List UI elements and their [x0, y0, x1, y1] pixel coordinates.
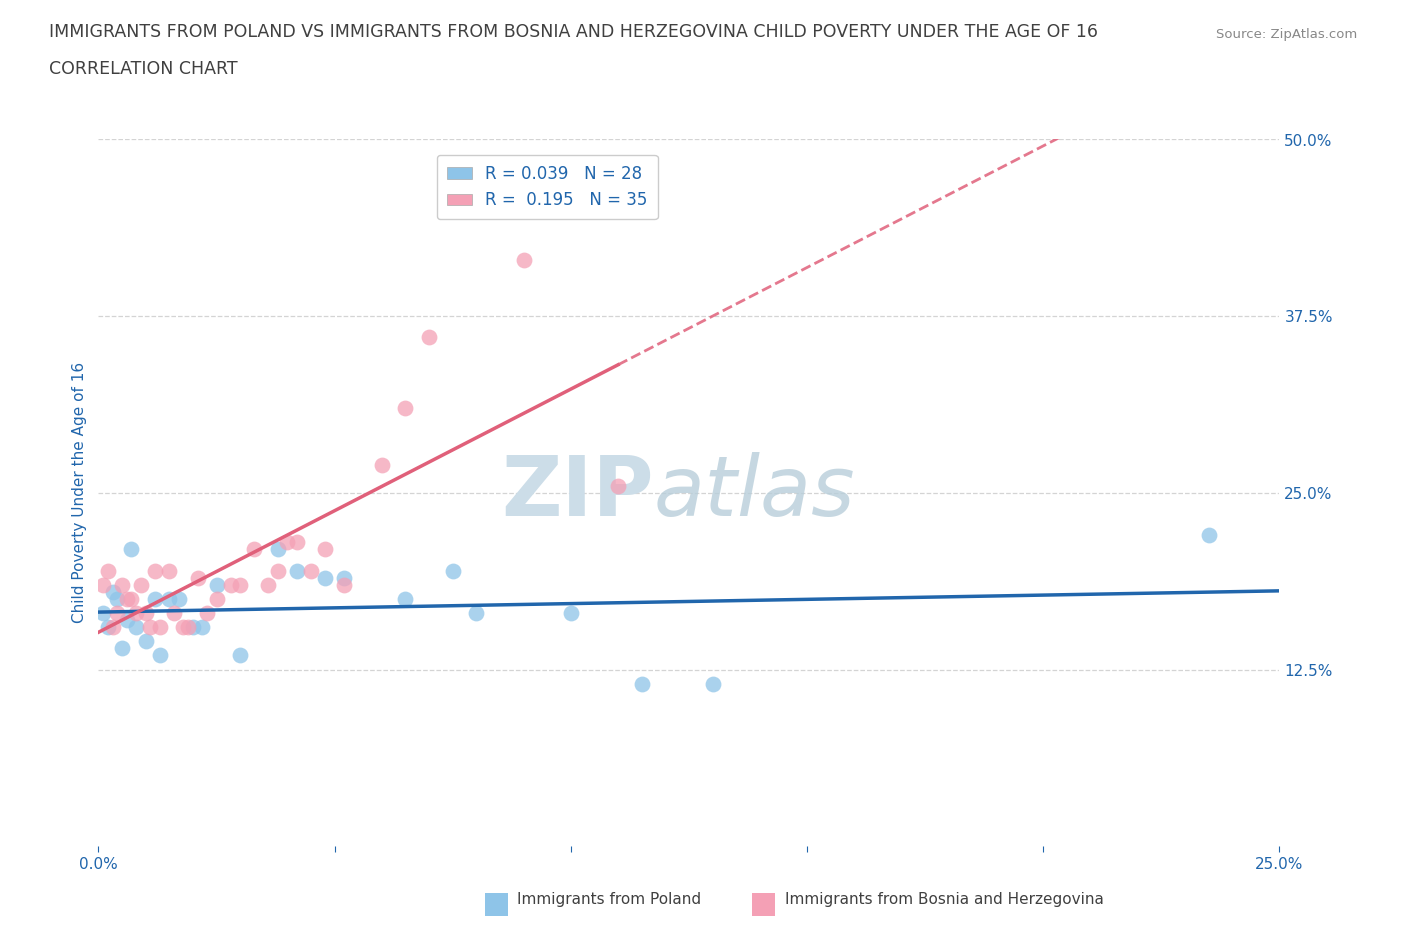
Y-axis label: Child Poverty Under the Age of 16: Child Poverty Under the Age of 16 — [72, 363, 87, 623]
Point — [229, 648, 252, 663]
Point — [125, 619, 148, 634]
Point — [163, 605, 186, 620]
Point — [115, 591, 138, 606]
Point — [229, 578, 252, 592]
Text: Source: ZipAtlas.com: Source: ZipAtlas.com — [1216, 28, 1357, 41]
Point — [1198, 528, 1220, 543]
Point — [101, 584, 124, 599]
Point — [394, 401, 416, 416]
Point — [97, 619, 120, 634]
Point — [139, 619, 162, 634]
Point — [143, 591, 166, 606]
Point — [299, 564, 322, 578]
Point — [267, 564, 290, 578]
Point — [149, 619, 172, 634]
Point — [121, 542, 143, 557]
Point — [630, 676, 652, 691]
Point — [115, 613, 138, 628]
Point — [187, 570, 209, 585]
Point — [267, 542, 290, 557]
Text: Immigrants from Poland: Immigrants from Poland — [517, 892, 702, 907]
Text: CORRELATION CHART: CORRELATION CHART — [49, 60, 238, 78]
Point — [314, 570, 336, 585]
Point — [333, 578, 356, 592]
Point — [465, 605, 488, 620]
Point — [91, 578, 114, 592]
Point — [167, 591, 190, 606]
Point — [441, 564, 464, 578]
Point — [276, 535, 298, 550]
Point — [157, 591, 180, 606]
Point — [512, 252, 534, 267]
Point — [125, 605, 148, 620]
Point — [205, 591, 228, 606]
Point — [181, 619, 204, 634]
Point — [129, 578, 152, 592]
Text: Immigrants from Bosnia and Herzegovina: Immigrants from Bosnia and Herzegovina — [785, 892, 1104, 907]
Point — [560, 605, 582, 620]
Point — [105, 605, 128, 620]
Point — [91, 605, 114, 620]
Point — [205, 578, 228, 592]
Point — [418, 330, 440, 345]
Point — [135, 605, 157, 620]
Point — [135, 634, 157, 649]
Point — [105, 591, 128, 606]
Point — [257, 578, 280, 592]
Point — [172, 619, 194, 634]
Point — [702, 676, 724, 691]
Legend: R = 0.039   N = 28, R =  0.195   N = 35: R = 0.039 N = 28, R = 0.195 N = 35 — [437, 155, 658, 219]
Point — [285, 535, 308, 550]
Point — [333, 570, 356, 585]
Text: atlas: atlas — [654, 452, 855, 534]
Point — [285, 564, 308, 578]
Point — [111, 641, 134, 656]
Point — [97, 564, 120, 578]
Point — [195, 605, 218, 620]
Point — [121, 591, 143, 606]
Point — [101, 619, 124, 634]
Point — [191, 619, 214, 634]
Point — [314, 542, 336, 557]
Point — [177, 619, 200, 634]
Point — [371, 458, 394, 472]
Point — [143, 564, 166, 578]
Point — [157, 564, 180, 578]
Point — [219, 578, 242, 592]
Point — [149, 648, 172, 663]
Point — [607, 478, 630, 493]
Point — [394, 591, 416, 606]
Text: ZIP: ZIP — [501, 452, 654, 534]
Point — [111, 578, 134, 592]
Text: IMMIGRANTS FROM POLAND VS IMMIGRANTS FROM BOSNIA AND HERZEGOVINA CHILD POVERTY U: IMMIGRANTS FROM POLAND VS IMMIGRANTS FRO… — [49, 23, 1098, 41]
Point — [243, 542, 266, 557]
